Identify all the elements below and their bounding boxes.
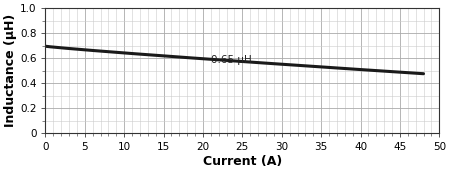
X-axis label: Current (A): Current (A) — [203, 155, 282, 168]
Y-axis label: Inductance (μH): Inductance (μH) — [4, 14, 17, 127]
Text: 0.65 μH: 0.65 μH — [211, 55, 252, 65]
